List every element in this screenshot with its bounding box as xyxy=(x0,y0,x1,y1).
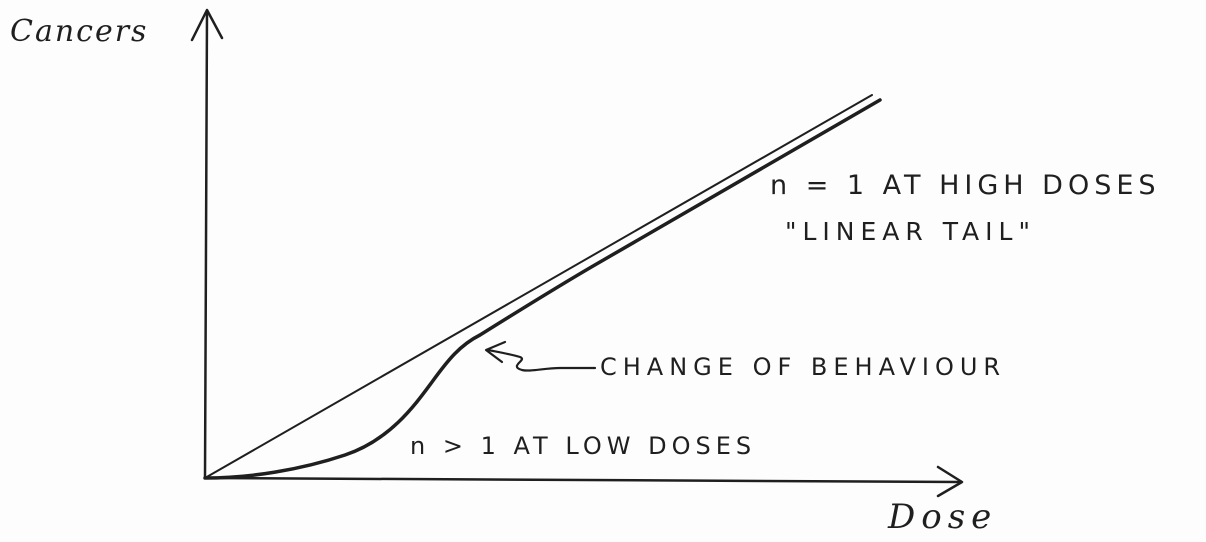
linear-tail-annotation: "LINEAR TAIL" xyxy=(785,217,1036,246)
x-axis-arrowhead xyxy=(936,465,964,498)
low-dose-annotation: n > 1 AT LOW DOSES xyxy=(410,432,757,460)
dose-response-curve xyxy=(203,98,882,480)
change-pointer-arrowhead xyxy=(484,340,507,364)
change-pointer-arrow xyxy=(486,348,597,372)
x-axis xyxy=(203,476,962,484)
y-axis xyxy=(203,10,209,480)
high-dose-annotation: n = 1 AT HIGH DOSES xyxy=(770,170,1161,201)
linear-reference-line xyxy=(204,94,873,479)
x-axis-label: Dose xyxy=(888,497,998,537)
change-of-behaviour-annotation: CHANGE OF BEHAVIOUR xyxy=(600,353,1007,381)
y-axis-label: Cancers xyxy=(10,14,149,49)
y-axis-arrowhead xyxy=(190,8,224,42)
